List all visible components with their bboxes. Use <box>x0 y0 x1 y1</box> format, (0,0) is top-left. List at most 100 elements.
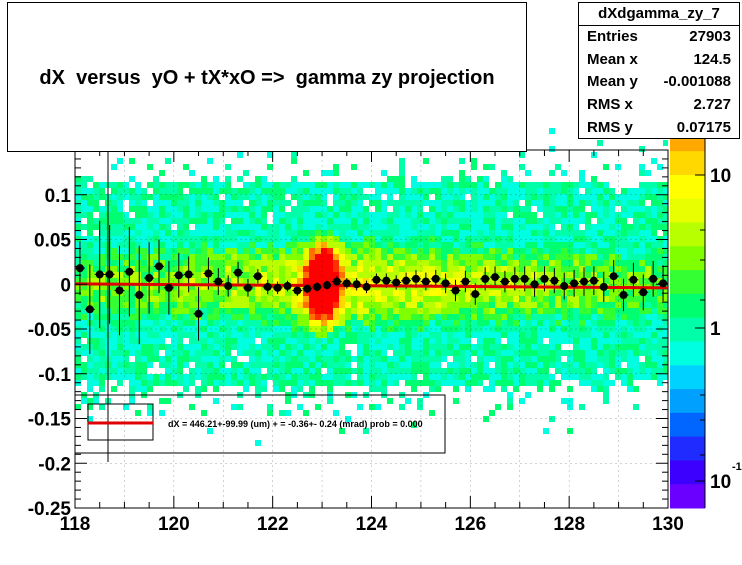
palette-swatch <box>670 198 705 224</box>
palette-label: 10 <box>710 166 731 187</box>
title-box: dX versus yO + tX*xO => gamma zy project… <box>7 2 527 152</box>
profile-point <box>411 274 420 283</box>
y-tick-label: -0.05 <box>28 320 72 341</box>
stats-row-rms-y: RMS y 0.07175 <box>587 119 731 139</box>
profile-point <box>431 274 440 283</box>
profile-point <box>421 277 430 286</box>
stats-value: 124.5 <box>693 51 731 68</box>
profile-point <box>402 276 411 285</box>
profile-point <box>451 286 460 295</box>
profile-point <box>204 269 213 278</box>
palette-swatch <box>670 436 705 461</box>
stats-title: dXdgamma_zy_7 <box>598 5 720 22</box>
y-tick-label: 0 <box>60 275 71 296</box>
profile-point <box>352 280 361 289</box>
palette-swatch <box>670 293 705 319</box>
palette-exponent: -1 <box>732 461 742 473</box>
stats-row-rms-x: RMS x 2.727 <box>587 96 731 116</box>
palette-swatch <box>670 389 705 414</box>
y-tick-label: 0.1 <box>45 186 72 207</box>
palette-swatch <box>670 317 705 342</box>
profile-point <box>510 274 519 283</box>
profile-point <box>441 279 450 288</box>
profile-point <box>125 267 134 276</box>
profile-point <box>214 277 223 286</box>
y-tick-label: -0.1 <box>38 365 71 386</box>
fit-legend: dX = 446.21+-99.99 (um) + = -0.36+- 0.24… <box>88 419 423 429</box>
profile-point <box>540 274 549 283</box>
x-axis: 118 120 122 124 126 128 130 <box>60 150 684 535</box>
x-tick-label: 128 <box>553 514 585 535</box>
profile-point <box>530 280 539 289</box>
y-tick-label: -0.15 <box>28 410 72 431</box>
profile-point <box>461 277 470 286</box>
x-tick-label: 124 <box>356 514 388 535</box>
fit-line <box>74 282 669 290</box>
x-tick-label: 126 <box>454 514 486 535</box>
stats-row-entries: Entries 27903 <box>587 28 731 48</box>
profile-point <box>570 279 579 288</box>
profile-point <box>85 305 94 314</box>
y-axis: 0.1 0.05 0 -0.05 -0.1 -0.15 -0.2 -0.25 <box>28 149 668 520</box>
profile-point <box>293 286 302 295</box>
profile-point <box>550 276 559 285</box>
palette-swatch <box>670 365 705 390</box>
profile-point <box>382 276 391 285</box>
stats-value: 0.07175 <box>676 119 731 136</box>
palette-swatch <box>670 222 705 247</box>
y-tick-label: -0.25 <box>28 499 72 520</box>
palette-label: 1 <box>710 319 721 340</box>
stats-separator <box>579 25 739 26</box>
stats-key: RMS y <box>587 119 633 136</box>
palette-swatch <box>670 412 705 438</box>
fit-line-segment <box>74 282 669 290</box>
stats-value: 27903 <box>689 28 731 45</box>
palette-swatch <box>670 341 705 366</box>
profile-point <box>155 262 164 271</box>
profile-point <box>500 277 509 286</box>
profile-point <box>372 275 381 284</box>
profile-point <box>224 282 233 291</box>
profile-point <box>649 274 658 283</box>
profile-point <box>174 271 183 280</box>
grid-layer <box>74 150 669 508</box>
chart-title: dX versus yO + tX*xO => gamma zy project… <box>39 67 495 89</box>
profile-point <box>392 278 401 287</box>
profile-point <box>253 272 262 281</box>
profile-point <box>609 272 618 281</box>
y-tick-label: 0.05 <box>34 231 71 252</box>
stats-value: -0.001088 <box>663 73 731 90</box>
profile-point <box>491 273 500 282</box>
profile-point <box>234 268 243 277</box>
palette-swatch <box>670 484 705 509</box>
profile-point <box>95 270 104 279</box>
profile-point <box>520 274 529 283</box>
palette-swatch <box>670 246 705 271</box>
stats-key: Mean y <box>587 73 638 90</box>
profile-point <box>164 283 173 292</box>
stats-box: dXdgamma_zy_7 Entries 27903 Mean x 124.5… <box>578 2 740 139</box>
profile-point <box>659 279 668 288</box>
profile-point <box>599 282 608 291</box>
profile-point <box>332 277 341 286</box>
profile-point <box>194 309 203 318</box>
fit-legend-text: dX = 446.21+-99.99 (um) + = -0.36+- 0.24… <box>168 419 423 429</box>
profile-point <box>184 270 193 279</box>
profile-point <box>263 282 272 291</box>
legend-outer-box <box>74 394 446 454</box>
profile-point <box>323 281 332 290</box>
profile-point <box>639 288 648 297</box>
profile-point <box>115 286 124 295</box>
profile-point <box>313 282 322 291</box>
palette-label: 10 <box>710 472 731 493</box>
profile-point <box>579 277 588 286</box>
stats-key: Entries <box>587 28 638 45</box>
palette-swatch <box>670 151 705 176</box>
profile-point <box>303 284 312 293</box>
profile-point <box>243 283 252 292</box>
y-tick-label: -0.2 <box>38 454 71 475</box>
profile-point <box>589 276 598 285</box>
profile-point <box>362 282 371 291</box>
stats-key: RMS x <box>587 96 633 113</box>
profile-point <box>342 279 351 288</box>
